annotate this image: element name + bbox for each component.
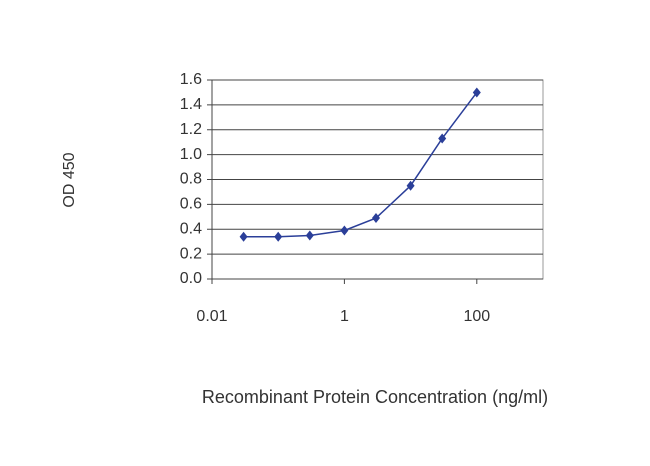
data-point <box>305 230 314 241</box>
y-tick-label: 0.8 <box>180 171 202 188</box>
x-tick-label: 1 <box>340 308 349 325</box>
data-point <box>340 225 349 236</box>
y-tick-label: 0.6 <box>180 196 202 213</box>
data-point <box>371 213 380 224</box>
data-point <box>438 133 447 144</box>
x-tick-label: 0.01 <box>196 308 227 325</box>
y-axis-label: OD 450 <box>61 152 78 207</box>
data-line <box>243 91 478 238</box>
y-tick-label: 1.4 <box>180 96 202 113</box>
y-tick-label: 0.0 <box>180 270 202 287</box>
y-tick-label: 1.2 <box>180 121 202 138</box>
y-tick-label: 0.2 <box>180 245 202 262</box>
y-tick-label: 1.0 <box>180 146 202 163</box>
y-tick-label: 1.6 <box>180 71 202 88</box>
data-point <box>239 231 248 242</box>
y-tick-label: 0.4 <box>180 220 202 237</box>
data-point <box>406 180 415 191</box>
x-axis-label: Recombinant Protein Concentration (ng/ml… <box>202 387 548 407</box>
x-tick-label: 100 <box>463 308 490 325</box>
data-point <box>472 87 481 98</box>
data-point <box>274 231 283 242</box>
